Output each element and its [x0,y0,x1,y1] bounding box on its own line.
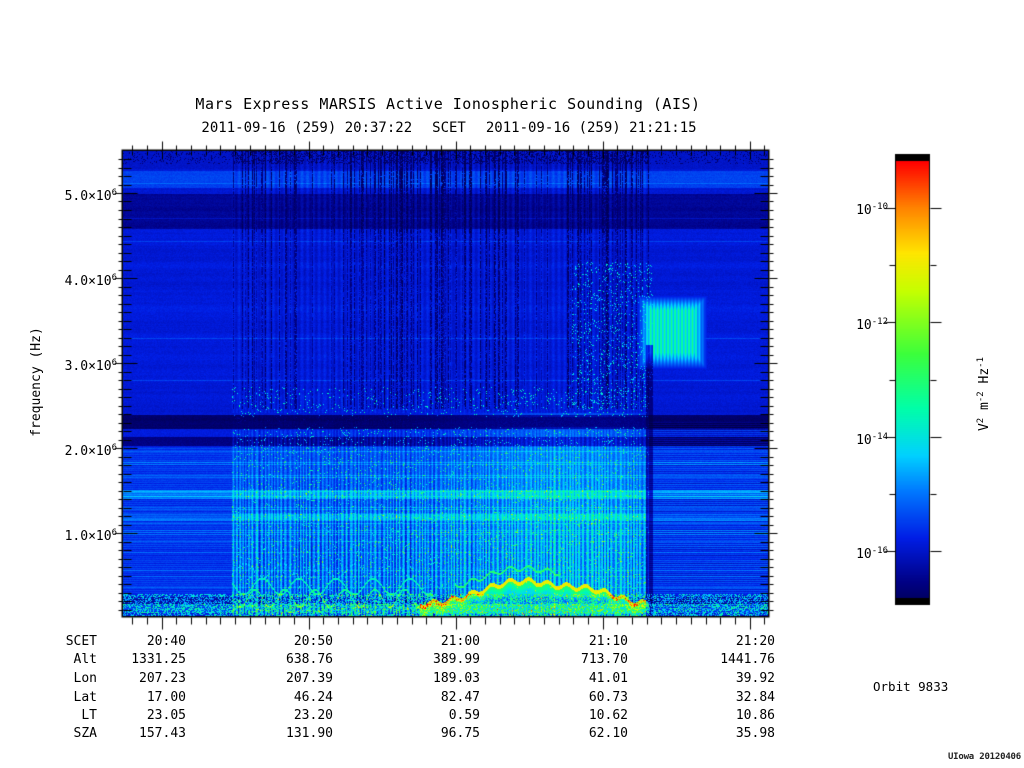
credit-label: UIowa 20120406 [947,752,1021,762]
ephemeris-cell: 17.00 [146,690,186,705]
ephemeris-cell: 20:50 [293,634,333,649]
y-tick-label: 3.0×106 [64,358,117,374]
subtitle: 2011-09-16 (259) 20:37:22 SCET 2011-09-1… [124,120,774,136]
ephemeris-cell: 21:20 [735,634,775,649]
colorbar-tick-label: 10-10 [856,202,888,218]
ephemeris-cell: 20:40 [146,634,186,649]
ephemeris-cell: 39.92 [735,671,775,686]
ephemeris-cell: 10.62 [588,708,628,723]
ephemeris-cell: 189.03 [433,671,480,686]
ephemeris-cell: 35.98 [735,726,775,741]
colorbar-unit-label: V2 m-2 Hz-1 [976,356,992,432]
ephemeris-cell: 389.99 [433,652,480,667]
ephemeris-cell: 32.84 [735,690,775,705]
y-tick-label: 4.0×106 [64,273,117,289]
ephemeris-cell: 131.90 [286,726,333,741]
scet-label: SCET [432,120,466,136]
ephemeris-cell: 1331.25 [131,652,186,667]
ephemeris-row-label: SZA [73,726,97,741]
y-tick-label: 1.0×106 [64,528,117,544]
ephemeris-row-label: Lon [73,671,97,686]
ephemeris-cell: 207.23 [139,671,186,686]
orbit-label: Orbit 9833 [873,679,949,694]
ephemeris-cell: 21:00 [440,634,480,649]
ephemeris-cell: 713.70 [581,652,628,667]
ephemeris-cell: 23.05 [146,708,186,723]
ephemeris-cell: 21:10 [588,634,628,649]
ephemeris-cell: 62.10 [588,726,628,741]
ephemeris-cell: 10.86 [735,708,775,723]
ephemeris-cell: 157.43 [139,726,186,741]
ephemeris-row-label: Lat [73,690,97,705]
ephemeris-cell: 46.24 [293,690,333,705]
ephemeris-cell: 0.59 [448,708,480,723]
ephemeris-cell: 638.76 [286,652,333,667]
ephemeris-cell: 82.47 [440,690,480,705]
colorbar-tick-label: 10-12 [856,317,888,333]
end-time: 2011-09-16 (259) 21:21:15 [485,120,697,136]
y-tick-label: 5.0×106 [64,188,117,204]
ephemeris-cell: 23.20 [293,708,333,723]
start-time: 2011-09-16 (259) 20:37:22 [201,120,413,136]
ephemeris-row-label: LT [81,708,97,723]
ephemeris-cell: 1441.76 [720,652,775,667]
colorbar-tick-label: 10-14 [856,432,888,448]
ephemeris-row-label: Alt [73,652,97,667]
ephemeris-cell: 207.39 [286,671,333,686]
y-tick-label: 2.0×106 [64,443,117,459]
ephemeris-cell: 60.73 [588,690,628,705]
colorbar-tick-label: 10-16 [856,546,888,562]
ephemeris-cell: 41.01 [588,671,628,686]
ephemeris-cell: 96.75 [440,726,480,741]
page-title: Mars Express MARSIS Active Ionospheric S… [195,95,701,113]
ephemeris-row-label: SCET [65,634,97,649]
